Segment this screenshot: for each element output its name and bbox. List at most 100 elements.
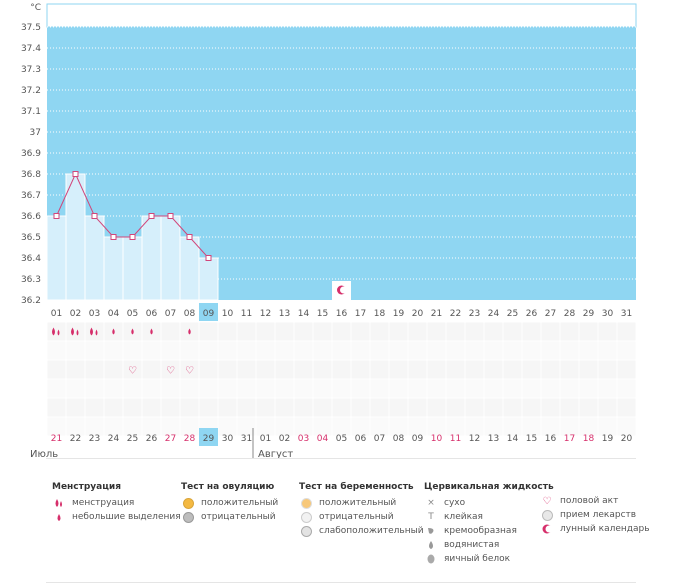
sticky-icon: T: [428, 512, 434, 522]
date-label: 30: [222, 434, 234, 444]
temp-bar: [198, 257, 219, 301]
plot-top-area: [46, 3, 637, 28]
legend-cervical-watery: водянистая: [444, 540, 500, 550]
small-drop-icon: [112, 328, 115, 335]
divider-bottom: [46, 582, 636, 583]
legend-pregnancy-positive: положительный: [319, 498, 397, 508]
day-label: 27: [545, 309, 556, 319]
heart-icon: ♡: [185, 366, 194, 377]
date-label: 22: [70, 434, 81, 444]
day-label: 01: [51, 309, 62, 319]
month-label-right: Август: [258, 449, 293, 460]
temp-point: [129, 234, 136, 240]
day-label: 08: [184, 309, 196, 319]
temp-bar: [84, 215, 105, 301]
day-label: 16: [336, 309, 348, 319]
day-label: 09: [203, 309, 215, 319]
symptom-row: [47, 398, 636, 417]
small-drop-icon: [150, 328, 153, 335]
legend-ovulation-title: Тест на овуляцию: [181, 482, 275, 492]
legend-pregnancy-weak: слабоположительный: [319, 526, 424, 536]
symptom-row: [47, 322, 636, 341]
temp-bar: [46, 215, 67, 301]
y-tick-label: 36.5: [21, 233, 41, 243]
date-label: 28: [184, 434, 196, 444]
date-label: 03: [298, 434, 309, 444]
date-label: 23: [89, 434, 100, 444]
heavy-drop-icon: [52, 327, 60, 336]
bbt-chart: 37.5 37.4 37.3 37.2 37.1 37 36.9 36.8 36.7 36.6 36…: [21, 3, 637, 460]
date-label: 31: [241, 434, 252, 444]
day-label: 24: [488, 309, 500, 319]
date-label: 01: [260, 434, 271, 444]
date-label: 25: [127, 434, 138, 444]
day-label: 28: [564, 309, 576, 319]
date-label: 04: [317, 434, 329, 444]
temp-bar: [179, 236, 200, 301]
egg-white-icon: [424, 554, 438, 564]
day-label: 22: [450, 309, 461, 319]
symptom-row: [47, 360, 636, 379]
y-tick-label: 36.8: [21, 170, 41, 180]
legend-menstruation-title: Менструация: [52, 482, 121, 492]
date-label: 11: [450, 434, 461, 444]
day-label: 15: [317, 309, 328, 319]
heart-icon: ♡: [128, 366, 137, 377]
heavy-drop-icon: [90, 327, 98, 336]
legend-lunar: лунный календарь: [560, 524, 650, 534]
date-label: 21: [51, 434, 62, 444]
legend-ovulation-positive: положительный: [201, 498, 279, 508]
date-label: 27: [165, 434, 176, 444]
legend-cervical-dry: сухо: [444, 498, 466, 508]
day-label: 25: [507, 309, 518, 319]
month-label-left: Июль: [30, 449, 58, 460]
legend-ovulation-negative: отрицательный: [201, 512, 276, 522]
day-label: 18: [374, 309, 386, 319]
day-label: 17: [355, 309, 366, 319]
symptom-row: [47, 379, 636, 398]
day-label: 29: [583, 309, 595, 319]
date-label: 29: [203, 434, 215, 444]
legend-cervical-sticky: клейкая: [444, 512, 483, 522]
moon-icon-cutout: [340, 286, 347, 294]
date-label: 08: [393, 434, 405, 444]
symptom-row: [47, 341, 636, 360]
y-tick-label: 36.2: [21, 296, 41, 306]
date-label: 16: [545, 434, 557, 444]
pregnancy-negative-icon: [299, 511, 313, 523]
temp-point: [53, 213, 60, 219]
date-label: 17: [564, 434, 575, 444]
date-label: 12: [469, 434, 480, 444]
heavy-drop-icon: [71, 327, 79, 336]
legend-spotting-item: небольшие выделения: [72, 512, 181, 522]
y-tick-label: 37.4: [21, 44, 41, 54]
legend-cervical-creamy: кремообразная: [444, 526, 517, 536]
date-label: 18: [583, 434, 595, 444]
day-label: 06: [146, 309, 158, 319]
ovulation-positive-icon: [181, 497, 195, 509]
day-label: 31: [621, 309, 632, 319]
day-label: 14: [298, 309, 310, 319]
temp-point: [186, 234, 193, 240]
y-tick-label: 36.9: [21, 149, 41, 159]
day-label: 13: [279, 309, 290, 319]
pregnancy-positive-icon: [299, 497, 313, 509]
small-drop-icon: [188, 328, 191, 335]
date-label: 14: [507, 434, 519, 444]
day-label: 21: [431, 309, 442, 319]
day-label: 20: [412, 309, 424, 319]
symptom-row: [47, 417, 636, 436]
small-drop-icon: [131, 328, 134, 335]
pill-icon: [540, 509, 554, 521]
date-label: 02: [279, 434, 290, 444]
day-label: 03: [89, 309, 100, 319]
y-tick-label: 36.4: [21, 254, 41, 264]
date-label: 20: [621, 434, 633, 444]
legend-ovulation: Тест на овуляцию положительный отрицател…: [181, 482, 278, 524]
legend-medication: прием лекарств: [560, 510, 637, 520]
legend-pregnancy-title: Тест на беременность: [299, 482, 414, 492]
date-label: 05: [336, 434, 347, 444]
y-tick-label: 37.3: [21, 65, 41, 75]
creamy-icon: [424, 526, 438, 536]
